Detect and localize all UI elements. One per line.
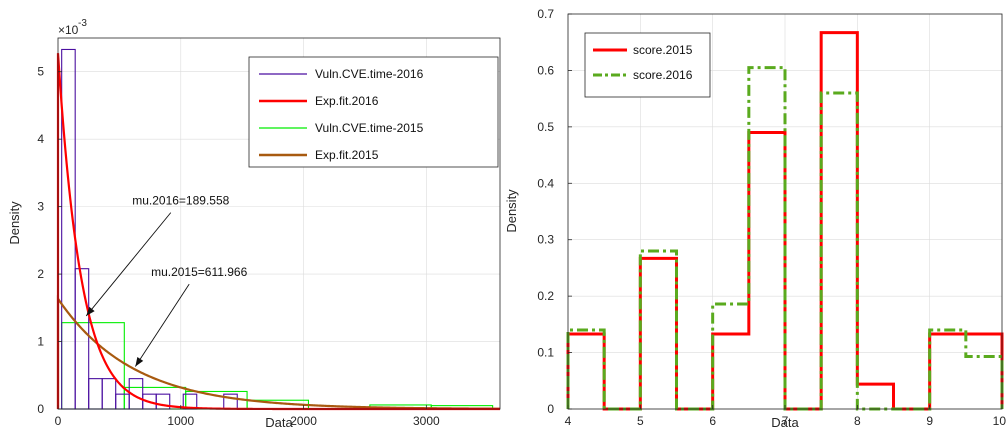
left-exponent-power: -3 [78,18,87,29]
left-xtick-label-3: 3000 [413,414,440,428]
left-xlabel: Data [265,415,293,430]
right-legend-label-0: score.2015 [633,43,693,57]
left-annotations: mu.2016=189.558 mu.2015=611.966 [85,194,248,367]
right-xlabel: Data [771,415,799,430]
right-ytick-label-1: 0.1 [537,346,554,360]
left-xtick-label-1: 1000 [167,414,194,428]
right-xtick-label-4: 8 [854,414,861,428]
right-xtick-label-1: 5 [637,414,644,428]
right-ytick-label-2: 0.2 [537,289,554,303]
right-ytick-label-5: 0.5 [537,120,554,134]
left-ylabel: Density [7,201,22,245]
right-ytick-label-3: 0.3 [537,233,554,247]
right-ytick-label-6: 0.6 [537,63,554,77]
right-xtick-label-3: 7 [782,414,789,428]
left-ytick-label-3: 3 [37,200,44,214]
right-xtick-label-2: 6 [709,414,716,428]
chart-right-stairs: 4 5 6 7 8 9 10 0 0.1 0.2 0.3 0.4 0.5 0.6 0.7 Data Dens… [504,7,1006,430]
chart-left-histogram: mu.2016=189.558 mu.2015=611.966 0 1000 2000… [7,18,501,430]
left-legend-label-0: Vuln.CVE.time-2016 [315,67,424,81]
annotation-label-0: mu.2016=189.558 [132,194,229,208]
left-ytick-label-2: 2 [37,267,44,281]
left-legend-label-3: Exp.fit.2015 [315,148,379,162]
right-xtick-label-0: 4 [565,414,572,428]
right-xtick-label-5: 9 [926,414,933,428]
left-legend: Vuln.CVE.time-2016 Exp.fit.2016 Vuln.CVE.t… [248,56,499,168]
left-legend-label-1: Exp.fit.2016 [315,94,379,108]
right-xtick-label-6: 10 [993,414,1007,428]
right-legend-box [584,32,711,98]
left-ytick-label-5: 5 [37,65,44,79]
left-ytick-label-4: 4 [37,132,44,146]
right-ticks: 4 5 6 7 8 9 10 0 0.1 0.2 0.3 0.4 0.5 0.6 0.7 [537,7,1006,428]
left-plot-frame [57,37,501,410]
left-exponent-base: ×10 [58,23,79,37]
right-ytick-label-7: 0.7 [537,7,554,21]
left-legend-label-2: Vuln.CVE.time-2015 [315,121,424,135]
annotation-label-1: mu.2015=611.966 [151,265,248,279]
left-xtick-label-0: 0 [55,414,62,428]
annotation-arrow-line-0 [85,212,172,317]
left-ytick-label-0: 0 [37,402,44,416]
annotation-arrowhead-0 [86,306,95,316]
left-legend-box [248,56,499,168]
left-xtick-label-2: 2000 [290,414,317,428]
right-legend-label-1: score.2016 [633,68,693,82]
left-ytick-label-1: 1 [37,335,44,349]
right-legend: score.2015 score.2016 [584,32,711,98]
left-ticks: 0 1000 2000 3000 0 1 2 3 4 5 [37,65,440,428]
right-ytick-label-4: 0.4 [537,176,554,190]
right-ytick-label-0: 0 [547,402,554,416]
annotation-arrowhead-1 [135,357,144,367]
right-ylabel: Density [504,189,519,233]
annotation-arrow-line-1 [134,283,190,367]
